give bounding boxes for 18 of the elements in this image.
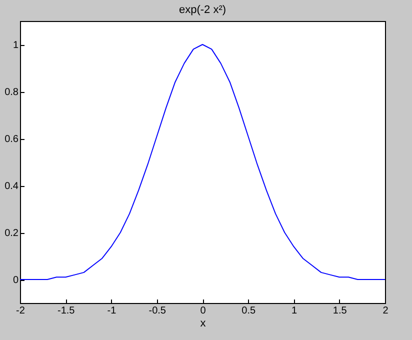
x-tick-label: -2 [16, 306, 26, 316]
chart-title: exp(-2 x²) [178, 4, 226, 16]
y-tick-label: 0 [12, 275, 19, 286]
y-tick-label: 0.6 [4, 134, 19, 145]
x-tick-label: 1.5 [332, 306, 348, 316]
x-tick-label: -0.5 [148, 306, 166, 316]
x-tick-label: 1 [291, 306, 298, 316]
line-series [20, 44, 385, 280]
y-tick-label: 0.4 [4, 181, 19, 192]
y-tick-label: 0.8 [4, 87, 19, 98]
x-tick-label: -1 [107, 306, 117, 316]
x-tick-label: 2 [382, 306, 389, 316]
y-tick-label: 0.2 [4, 228, 19, 239]
x-tick-label: 0.5 [242, 306, 256, 316]
y-tick-label: 1 [12, 40, 19, 51]
x-tick-label: -1.5 [58, 306, 76, 316]
x-axis-title: x [200, 318, 206, 330]
x-tick-label: 0 [200, 306, 206, 316]
